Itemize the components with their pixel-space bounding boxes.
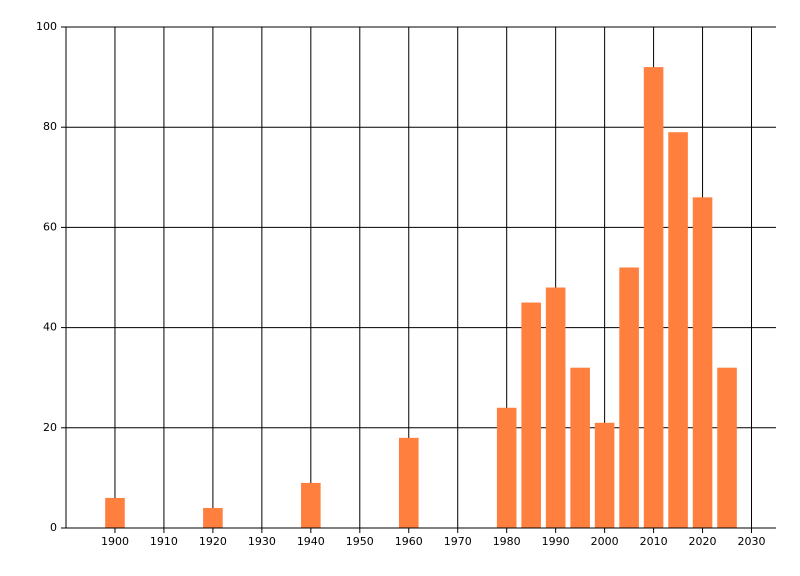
- x-tick-label: 1950: [346, 535, 374, 548]
- bar: [545, 287, 566, 528]
- bar: [692, 197, 713, 528]
- x-tick-label: 1910: [150, 535, 178, 548]
- y-tick-label: 40: [43, 321, 57, 334]
- bar: [668, 132, 688, 528]
- y-tick-label: 100: [36, 20, 57, 33]
- x-tick-label: 1920: [199, 535, 227, 548]
- x-tick-label: 1940: [297, 535, 325, 548]
- y-tick-label: 20: [43, 421, 57, 434]
- x-tick-label: 1960: [395, 535, 423, 548]
- bar: [496, 407, 517, 528]
- bar: [643, 67, 664, 528]
- x-tick-label: 1980: [493, 535, 521, 548]
- x-tick-label: 1900: [101, 535, 129, 548]
- x-tick-label: 1990: [542, 535, 570, 548]
- bar: [570, 367, 590, 528]
- bar: [105, 497, 125, 528]
- y-tick-label: 80: [43, 120, 57, 133]
- bar: [203, 507, 223, 528]
- bar: [398, 437, 419, 528]
- y-tick-label: 0: [50, 521, 57, 534]
- x-tick-label: 1970: [444, 535, 472, 548]
- bar: [594, 422, 615, 528]
- x-tick-label: 1930: [248, 535, 276, 548]
- bar: [619, 267, 639, 528]
- x-tick-label: 2020: [689, 535, 717, 548]
- x-tick-label: 2030: [738, 535, 766, 548]
- bar: [301, 482, 321, 528]
- bar: [521, 302, 541, 528]
- x-tick-label: 2000: [591, 535, 619, 548]
- x-tick-label: 2010: [640, 535, 668, 548]
- y-tick-label: 60: [43, 220, 57, 233]
- bar: [717, 367, 737, 528]
